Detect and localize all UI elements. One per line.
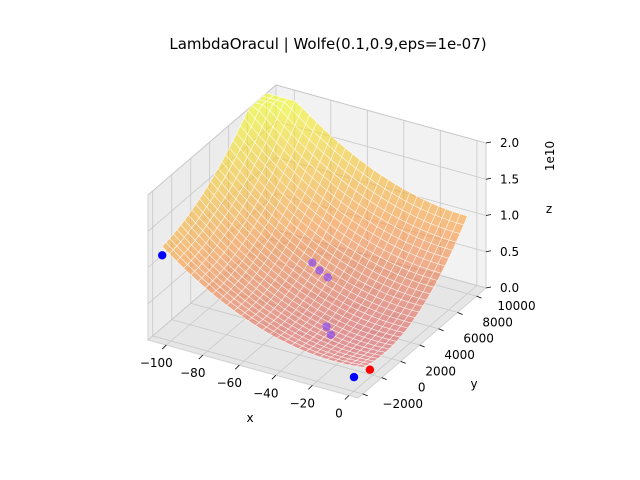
z-tick-mark: [485, 177, 492, 180]
y-tick-label: 4000: [444, 348, 475, 362]
x-tick-mark: [344, 395, 350, 400]
x-tick-mark: [235, 364, 240, 370]
y-tick-mark: [381, 377, 387, 381]
y-tick-mark: [419, 344, 425, 348]
y-tick-mark: [362, 393, 368, 397]
surface: [161, 92, 468, 368]
z-tick-mark: [485, 286, 492, 289]
chart-title: LambdaOracul | Wolfe(0.1,0.9,eps=1e-07): [169, 35, 486, 53]
y-axis-label: y: [470, 377, 477, 391]
z-tick-mark: [485, 141, 492, 144]
x-tick-label: −20: [290, 396, 315, 410]
x-tick-label: −40: [253, 386, 278, 400]
z-axis-label: z: [546, 202, 552, 216]
x-axis-ticks: −100 −80 −60 −40 −20 0: [140, 344, 350, 421]
z-tick-mark: [485, 250, 492, 253]
z-gridline: [147, 84, 487, 196]
trajectory-point: [326, 330, 336, 339]
trajectory-point: [349, 372, 359, 382]
x-axis-label: x: [246, 411, 253, 425]
trajectory-point: [315, 266, 324, 275]
trajectory-point: [365, 365, 375, 374]
z-axis-ticks: 0.0 0.5 1.0 1.5 2.0: [485, 136, 519, 295]
y-tick-label: 8000: [482, 315, 513, 329]
y-tick-mark: [457, 312, 463, 315]
trajectory-point: [323, 273, 332, 282]
z-offset-label: 1e10: [543, 141, 557, 171]
z-tick-label: 0.5: [500, 245, 519, 259]
trajectory-points: [158, 251, 375, 382]
y-tick-label: 0: [418, 381, 426, 395]
y-tick-label: 10000: [497, 299, 535, 313]
x-tick-mark: [308, 385, 313, 390]
trajectory-point: [322, 322, 331, 331]
y-tick-label: 2000: [425, 364, 456, 378]
z-tick-label: 2.0: [500, 136, 519, 150]
z-tick-label: 1.5: [500, 172, 519, 186]
x-tick-label: 0: [335, 407, 343, 421]
x-tick-label: −100: [140, 356, 173, 370]
y-tick-mark: [438, 328, 444, 332]
z-tick-mark: [485, 214, 492, 216]
x-tick-label: −60: [217, 376, 242, 390]
trajectory-point: [308, 258, 317, 267]
y-tick-label: −2000: [382, 397, 423, 411]
surface-cell: [354, 363, 368, 368]
z-tick-label: 1.0: [500, 209, 519, 223]
x-tick-label: −80: [180, 366, 205, 380]
y-axis-ticks: −2000 0 2000 4000 6000 8000 10000: [362, 295, 536, 411]
y-tick-mark: [400, 360, 406, 364]
x-tick-mark: [271, 375, 277, 380]
z-tick-label: 0.0: [500, 281, 519, 295]
y-tick-label: 6000: [463, 332, 494, 346]
y-tick-mark: [476, 295, 482, 299]
x-tick-mark: [161, 344, 167, 350]
trajectory-point: [158, 251, 167, 260]
x-tick-mark: [198, 354, 204, 360]
